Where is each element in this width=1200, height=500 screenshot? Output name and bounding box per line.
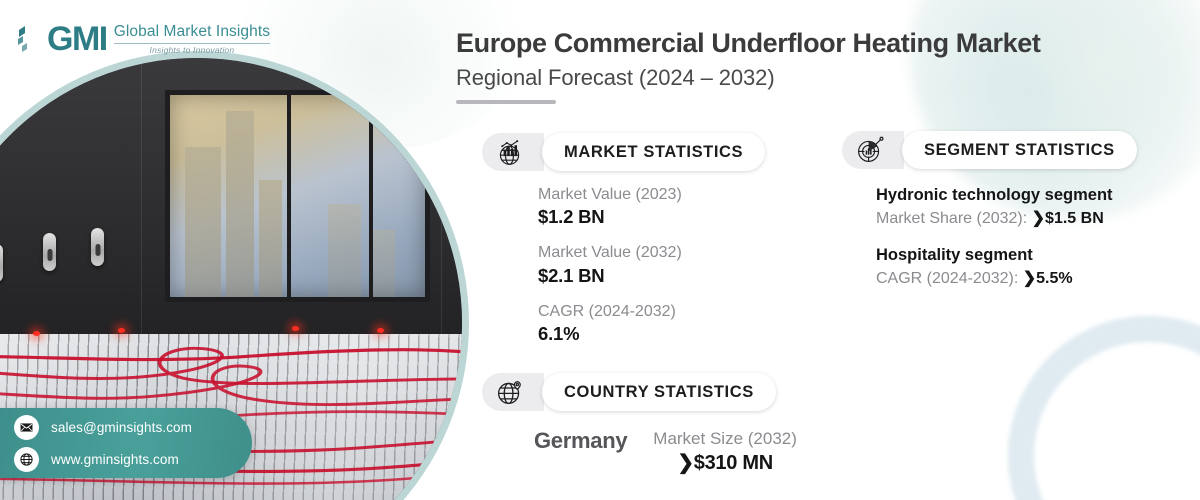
country-statistics-title: COUNTRY STATISTICS (542, 373, 776, 411)
stat-row: CAGR (2024-2032) 6.1% (538, 301, 765, 348)
country-stat-row: Germany Market Size (2032) ❯$310 MN (534, 428, 797, 476)
globe-pin-icon (490, 373, 528, 411)
market-statistics-title: MARKET STATISTICS (542, 133, 766, 171)
segment-statistics-panel: SEGMENT STATISTICS Hydronic technology s… (842, 131, 1137, 290)
segment-name: Hydronic technology segment (876, 185, 1113, 204)
contact-website-text: www.gminsights.com (51, 451, 179, 467)
globe-bar-chart-icon (490, 133, 528, 171)
background-ring-bottom-right (1008, 316, 1200, 500)
logo-divider (113, 42, 271, 44)
photo-wall-lamp (91, 227, 104, 266)
segment-metric: Market Share (2032): ❯$1.5 BN (876, 207, 1137, 230)
country-statistics-header: COUNTRY STATISTICS (482, 373, 776, 411)
segment-statistics-title: SEGMENT STATISTICS (902, 131, 1137, 169)
contact-bar: sales@gminsights.com www.gminsights.com (0, 408, 252, 478)
segment-metric-value: ❯5.5% (1022, 269, 1073, 287)
logo-wordmark: GMI (47, 20, 108, 58)
stat-label: Market Value (2023) (538, 185, 682, 203)
contact-email-row[interactable]: sales@gminsights.com (14, 414, 242, 440)
segment-item: Hydronic technology segment Market Share… (876, 184, 1137, 230)
segment-metric-label: CAGR (2024-2032): (876, 269, 1019, 287)
envelope-icon (14, 414, 39, 440)
contact-website-row[interactable]: www.gminsights.com (14, 446, 242, 472)
stat-row: Market Value (2023) $1.2 BN (538, 184, 765, 231)
segment-metric: CAGR (2024-2032): ❯5.5% (876, 267, 1137, 290)
logo-company-name: Global Market Insights (113, 23, 271, 41)
globe-icon (14, 446, 39, 472)
segment-metric-label: Market Share (2032): (876, 209, 1028, 227)
country-metric-label: Market Size (2032) (653, 428, 797, 448)
gmi-logo-icon (16, 24, 40, 54)
segment-item: Hospitality segment CAGR (2024-2032): ❯5… (876, 244, 1137, 290)
segment-metric-value: ❯$1.5 BN (1031, 209, 1104, 227)
stat-value: 6.1% (538, 323, 580, 345)
stat-label: CAGR (2024-2032) (538, 302, 676, 320)
segment-statistics-header: SEGMENT STATISTICS (842, 131, 1137, 169)
header-block: Europe Commercial Underfloor Heating Mar… (456, 28, 1041, 105)
photo-wall-lamp (0, 243, 4, 282)
market-statistics-header: MARKET STATISTICS (482, 133, 766, 171)
pie-chart-target-icon (850, 131, 888, 169)
photo-wall-lamp (43, 232, 57, 271)
page-subtitle: Regional Forecast (2024 – 2032) (456, 65, 775, 91)
logo-tagline: Insights to Innovation (149, 44, 235, 55)
stat-value: $1.2 BN (538, 206, 605, 228)
stat-label: Market Value (2032) (538, 244, 682, 262)
country-statistics-panel: COUNTRY STATISTICS Germany Market Size (… (482, 373, 797, 476)
photo-window (165, 89, 431, 302)
stat-value: $2.1 BN (538, 264, 605, 286)
country-name: Germany (534, 427, 628, 453)
contact-email-text: sales@gminsights.com (51, 419, 193, 435)
country-metric-value: ❯$310 MN (677, 451, 773, 474)
segment-name: Hospitality segment (876, 245, 1033, 264)
stat-row: Market Value (2032) $2.1 BN (538, 242, 765, 289)
brand-logo[interactable]: GMI Global Market Insights Insights to I… (16, 20, 271, 58)
title-underline (456, 100, 556, 105)
market-statistics-panel: MARKET STATISTICS Market Value (2023) $1… (482, 133, 766, 348)
page-title: Europe Commercial Underfloor Heating Mar… (456, 28, 1041, 58)
segment-icon-backdrop (842, 131, 904, 169)
